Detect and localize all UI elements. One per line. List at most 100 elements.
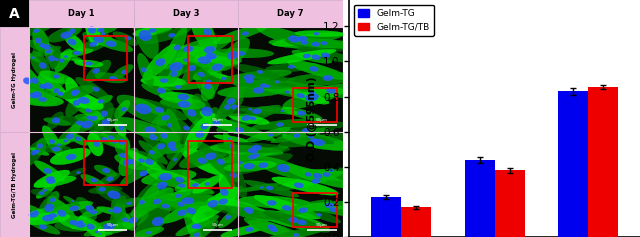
- Ellipse shape: [25, 52, 40, 63]
- Ellipse shape: [205, 80, 212, 85]
- Ellipse shape: [292, 50, 332, 63]
- Ellipse shape: [154, 107, 164, 113]
- Ellipse shape: [93, 87, 99, 91]
- Ellipse shape: [56, 144, 61, 146]
- Ellipse shape: [194, 232, 200, 237]
- Ellipse shape: [50, 148, 91, 165]
- Ellipse shape: [147, 134, 180, 161]
- Ellipse shape: [246, 210, 253, 214]
- Ellipse shape: [96, 101, 113, 126]
- Ellipse shape: [301, 169, 362, 181]
- Ellipse shape: [253, 153, 260, 157]
- Ellipse shape: [83, 32, 116, 46]
- Ellipse shape: [120, 153, 127, 158]
- Ellipse shape: [245, 78, 254, 83]
- Ellipse shape: [161, 115, 169, 121]
- Ellipse shape: [50, 198, 56, 202]
- Ellipse shape: [192, 187, 239, 223]
- Ellipse shape: [282, 132, 352, 150]
- Ellipse shape: [106, 177, 113, 181]
- Ellipse shape: [52, 147, 61, 151]
- Ellipse shape: [88, 186, 122, 194]
- Ellipse shape: [232, 64, 286, 81]
- Ellipse shape: [59, 116, 104, 131]
- Ellipse shape: [128, 159, 136, 164]
- Ellipse shape: [139, 140, 168, 164]
- Ellipse shape: [174, 45, 180, 50]
- Ellipse shape: [209, 56, 214, 59]
- Text: Day 1: Day 1: [68, 9, 95, 18]
- Ellipse shape: [192, 183, 199, 187]
- Ellipse shape: [57, 92, 64, 96]
- Ellipse shape: [116, 210, 135, 231]
- Ellipse shape: [184, 107, 218, 145]
- Ellipse shape: [24, 82, 56, 91]
- Text: Day 7: Day 7: [277, 9, 304, 18]
- Ellipse shape: [102, 119, 110, 126]
- Ellipse shape: [179, 142, 236, 168]
- Ellipse shape: [221, 223, 273, 237]
- Ellipse shape: [139, 30, 152, 41]
- Ellipse shape: [297, 47, 353, 62]
- Ellipse shape: [96, 185, 132, 205]
- Ellipse shape: [47, 112, 63, 129]
- Ellipse shape: [205, 182, 210, 186]
- Ellipse shape: [283, 164, 349, 188]
- Ellipse shape: [90, 178, 97, 182]
- Ellipse shape: [257, 107, 300, 114]
- Ellipse shape: [211, 72, 242, 84]
- Ellipse shape: [41, 139, 69, 145]
- Ellipse shape: [37, 143, 43, 148]
- Ellipse shape: [198, 72, 205, 77]
- Ellipse shape: [108, 191, 120, 199]
- Bar: [84, 36, 127, 80]
- Ellipse shape: [22, 66, 41, 97]
- Ellipse shape: [26, 40, 60, 54]
- Ellipse shape: [309, 91, 315, 94]
- Ellipse shape: [115, 154, 148, 170]
- Ellipse shape: [193, 55, 233, 80]
- Ellipse shape: [192, 94, 214, 128]
- Ellipse shape: [180, 36, 232, 62]
- Ellipse shape: [39, 84, 48, 89]
- Ellipse shape: [210, 49, 274, 58]
- Ellipse shape: [323, 172, 331, 177]
- Ellipse shape: [76, 77, 111, 101]
- Bar: [238, 0, 343, 27]
- Ellipse shape: [70, 113, 101, 133]
- Ellipse shape: [94, 165, 116, 177]
- Ellipse shape: [69, 29, 76, 34]
- Ellipse shape: [165, 113, 198, 143]
- Ellipse shape: [330, 169, 334, 172]
- Text: 50μm: 50μm: [107, 223, 119, 227]
- Ellipse shape: [221, 154, 247, 198]
- Ellipse shape: [84, 227, 106, 236]
- Ellipse shape: [209, 205, 280, 220]
- Ellipse shape: [103, 223, 115, 230]
- Ellipse shape: [175, 178, 211, 191]
- Ellipse shape: [293, 233, 299, 237]
- Ellipse shape: [108, 210, 113, 212]
- Ellipse shape: [36, 183, 56, 198]
- Ellipse shape: [101, 32, 106, 35]
- Ellipse shape: [196, 73, 214, 99]
- Ellipse shape: [78, 97, 90, 104]
- Ellipse shape: [170, 71, 177, 77]
- Ellipse shape: [109, 76, 117, 81]
- Ellipse shape: [76, 171, 81, 174]
- Ellipse shape: [219, 94, 233, 122]
- Ellipse shape: [156, 58, 166, 66]
- Ellipse shape: [18, 25, 52, 37]
- Ellipse shape: [219, 38, 250, 71]
- Bar: [188, 141, 232, 188]
- Ellipse shape: [216, 159, 225, 165]
- Ellipse shape: [178, 183, 186, 188]
- Ellipse shape: [71, 91, 77, 96]
- Ellipse shape: [303, 207, 340, 223]
- Ellipse shape: [282, 205, 291, 211]
- Ellipse shape: [115, 100, 130, 118]
- Ellipse shape: [295, 31, 345, 37]
- Ellipse shape: [312, 55, 321, 60]
- Ellipse shape: [272, 177, 339, 195]
- Ellipse shape: [35, 176, 76, 187]
